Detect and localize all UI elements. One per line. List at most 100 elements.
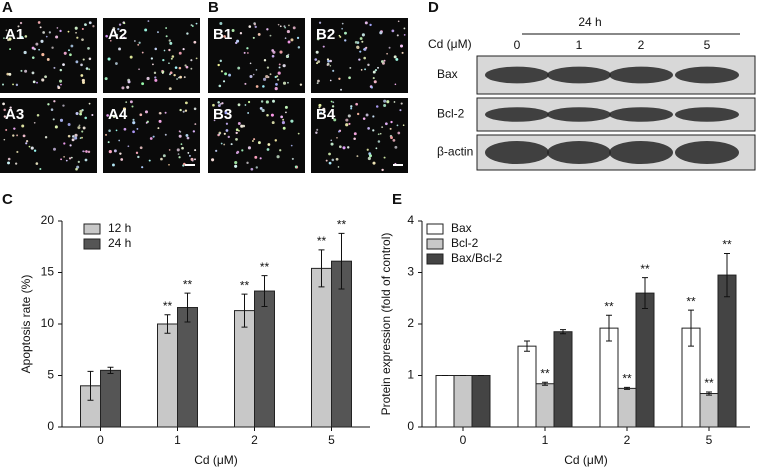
cell-dot — [127, 80, 131, 84]
cell-dot — [278, 66, 281, 69]
cell-dot — [71, 138, 75, 142]
cell-dot — [319, 111, 323, 114]
cell-dot — [15, 162, 18, 165]
cell-dot — [347, 114, 351, 118]
cell-dot — [217, 101, 220, 104]
cell-dot — [255, 166, 258, 169]
cell-dot — [67, 134, 71, 138]
cell-dot — [326, 62, 330, 66]
cell-dot — [367, 126, 370, 130]
cell-dot — [67, 30, 70, 33]
cell-dot — [9, 48, 11, 50]
cell-dot — [348, 122, 351, 125]
cell-dot — [297, 46, 301, 49]
cell-dot — [105, 34, 108, 38]
cell-dot — [122, 36, 126, 39]
cell-dot — [92, 25, 95, 28]
cell-dot — [249, 75, 253, 79]
significance: ** — [622, 372, 632, 386]
cell-dot — [186, 32, 189, 35]
cell-dot — [137, 43, 140, 46]
cell-dot — [30, 146, 34, 150]
cell-dot — [185, 65, 189, 69]
cell-dot — [118, 47, 121, 51]
cell-dot — [318, 106, 321, 109]
cell-dot — [174, 66, 178, 69]
error-bar — [706, 391, 712, 396]
cell-dot — [65, 159, 68, 162]
lane-label: 1 — [576, 38, 583, 52]
cell-dot — [230, 143, 233, 146]
cell-dot — [372, 161, 376, 165]
cell-dot — [257, 141, 261, 145]
x-tick-label: 5 — [706, 433, 713, 447]
cell-dot — [107, 57, 111, 61]
cell-dot — [152, 63, 154, 66]
cell-dot — [122, 107, 127, 111]
cell-dot — [21, 124, 25, 128]
cell-dot — [39, 26, 42, 29]
cell-dot — [79, 137, 82, 139]
cell-dot — [25, 142, 28, 145]
bar — [699, 393, 719, 428]
cell-dot — [377, 140, 381, 143]
band — [485, 140, 549, 165]
cell-dot — [290, 119, 294, 123]
cell-dot — [141, 166, 144, 169]
cell-dot — [57, 86, 61, 90]
cell-dot — [242, 124, 246, 128]
legend-swatch — [83, 238, 101, 250]
cell-dot — [183, 162, 186, 166]
legend-label: Bax/Bcl-2 — [451, 251, 503, 265]
cell-dot — [318, 103, 322, 107]
cell-dot — [113, 149, 117, 153]
cell-dot — [45, 35, 48, 38]
significance: ** — [163, 299, 173, 313]
cell-dot — [162, 72, 164, 74]
cell-dot — [402, 124, 405, 127]
cell-dot — [363, 56, 366, 60]
cell-dot — [315, 131, 318, 134]
cell-dot — [138, 68, 140, 71]
error-bar — [724, 252, 730, 298]
cell-dot — [118, 23, 122, 26]
cell-dot — [112, 27, 116, 30]
cell-dot — [178, 76, 180, 79]
cell-dot — [35, 162, 39, 165]
error-bar — [164, 314, 171, 334]
cell-dot — [291, 157, 294, 160]
image-label: B4 — [316, 106, 336, 123]
cell-dot — [13, 127, 16, 130]
cell-dot — [355, 102, 358, 106]
cell-dot — [220, 142, 223, 145]
legend-label: Bcl-2 — [451, 236, 479, 250]
cell-dot — [359, 50, 362, 53]
cell-dot — [77, 160, 80, 164]
cell-dot — [224, 111, 228, 115]
micrograph — [103, 98, 200, 173]
bar — [717, 274, 737, 428]
cell-dot — [179, 75, 183, 79]
cell-dot — [6, 72, 10, 76]
cell-dot — [3, 138, 6, 141]
cell-dot — [282, 126, 286, 130]
cell-dot — [70, 156, 73, 159]
cell-dot — [315, 50, 319, 54]
cell-dot — [377, 66, 379, 69]
y-axis-label: Apoptosis rate (%) — [19, 275, 33, 374]
cell-dot — [88, 21, 92, 25]
error-bar — [184, 292, 191, 323]
cell-dot — [279, 149, 282, 152]
cell-dot — [152, 135, 155, 138]
cell-dot — [68, 49, 70, 52]
cell-dot — [329, 79, 332, 82]
cell-dot — [221, 102, 224, 105]
cell-dot — [82, 126, 86, 130]
cell-dot — [158, 119, 162, 123]
cell-dot — [348, 76, 351, 80]
band — [675, 66, 739, 84]
cell-dot — [379, 31, 383, 35]
cell-dot — [38, 48, 40, 51]
cell-dot — [41, 78, 45, 82]
